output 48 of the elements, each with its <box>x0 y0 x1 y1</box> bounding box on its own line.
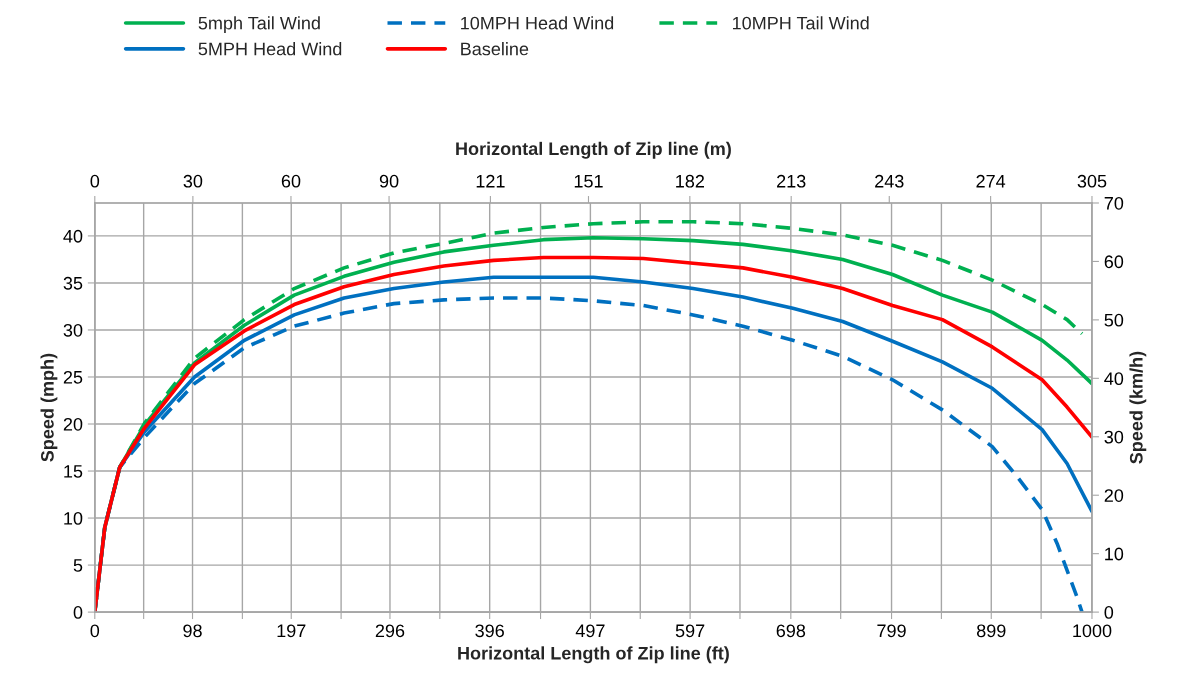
y2-tick-label: 30 <box>1104 430 1124 444</box>
x2-tick-label: 0 <box>90 174 100 188</box>
y2-axis-title: Speed (km/h) <box>1129 351 1147 464</box>
x-tick-label: 497 <box>575 624 605 638</box>
x-tick-label: 899 <box>976 624 1006 638</box>
x2-tick-label: 121 <box>476 174 505 188</box>
x-tick-label: 799 <box>877 624 906 638</box>
x-tick-label: 197 <box>277 624 306 638</box>
x2-tick-label: 90 <box>379 174 399 188</box>
y2-tick-label: 70 <box>1104 196 1124 210</box>
legend-label: 10MPH Head Wind <box>461 16 614 30</box>
x2-tick-label: 60 <box>281 174 301 188</box>
y-tick-label: 35 <box>63 276 83 290</box>
y-tick-label: 30 <box>63 323 83 337</box>
x-tick-label: 0 <box>90 624 100 638</box>
y-tick-label: 40 <box>63 229 83 243</box>
y2-tick-label: 20 <box>1104 489 1124 502</box>
x2-tick-label: 182 <box>676 174 704 188</box>
y-tick-label: 25 <box>63 370 83 384</box>
x-tick-label: 98 <box>183 624 202 638</box>
y2-tick-label: 0 <box>1104 606 1114 619</box>
y-axis-title: Speed (mph) <box>40 353 58 462</box>
x2-tick-label: 151 <box>574 175 603 188</box>
x-tick-label: 597 <box>675 624 705 638</box>
legend-label: 5MPH Head Wind <box>198 42 342 56</box>
y2-tick-label: 10 <box>1105 547 1124 561</box>
y2-tick-label: 50 <box>1104 313 1124 327</box>
legend-label: Baseline <box>461 42 529 56</box>
y-tick-label: 15 <box>64 465 83 478</box>
x2-tick-label: 243 <box>875 174 904 188</box>
x2-tick-label: 213 <box>777 174 806 188</box>
x-axis-title: Horizontal Length of Zip line (ft) <box>458 646 729 664</box>
legend-label: 5mph Tail Wind <box>198 16 320 34</box>
x2-tick-label: 305 <box>1077 174 1107 188</box>
y-tick-label: 0 <box>73 606 83 619</box>
legend-label: 10MPH Tail Wind <box>732 16 869 30</box>
x-tick-label: 698 <box>776 624 806 638</box>
x-tick-label: 396 <box>475 624 504 638</box>
x-tick-label: 1000 <box>1073 624 1112 638</box>
y2-tick-label: 60 <box>1104 255 1124 269</box>
x2-tick-label: 274 <box>976 174 1006 188</box>
y-tick-label: 5 <box>73 559 83 572</box>
y-tick-label: 10 <box>64 511 83 525</box>
y2-tick-label: 40 <box>1104 372 1124 386</box>
x2-axis-title: Horizontal Length of Zip line (m) <box>456 141 731 159</box>
y-tick-label: 20 <box>63 417 83 431</box>
x-tick-label: 296 <box>375 624 405 638</box>
x2-tick-label: 30 <box>183 174 203 188</box>
